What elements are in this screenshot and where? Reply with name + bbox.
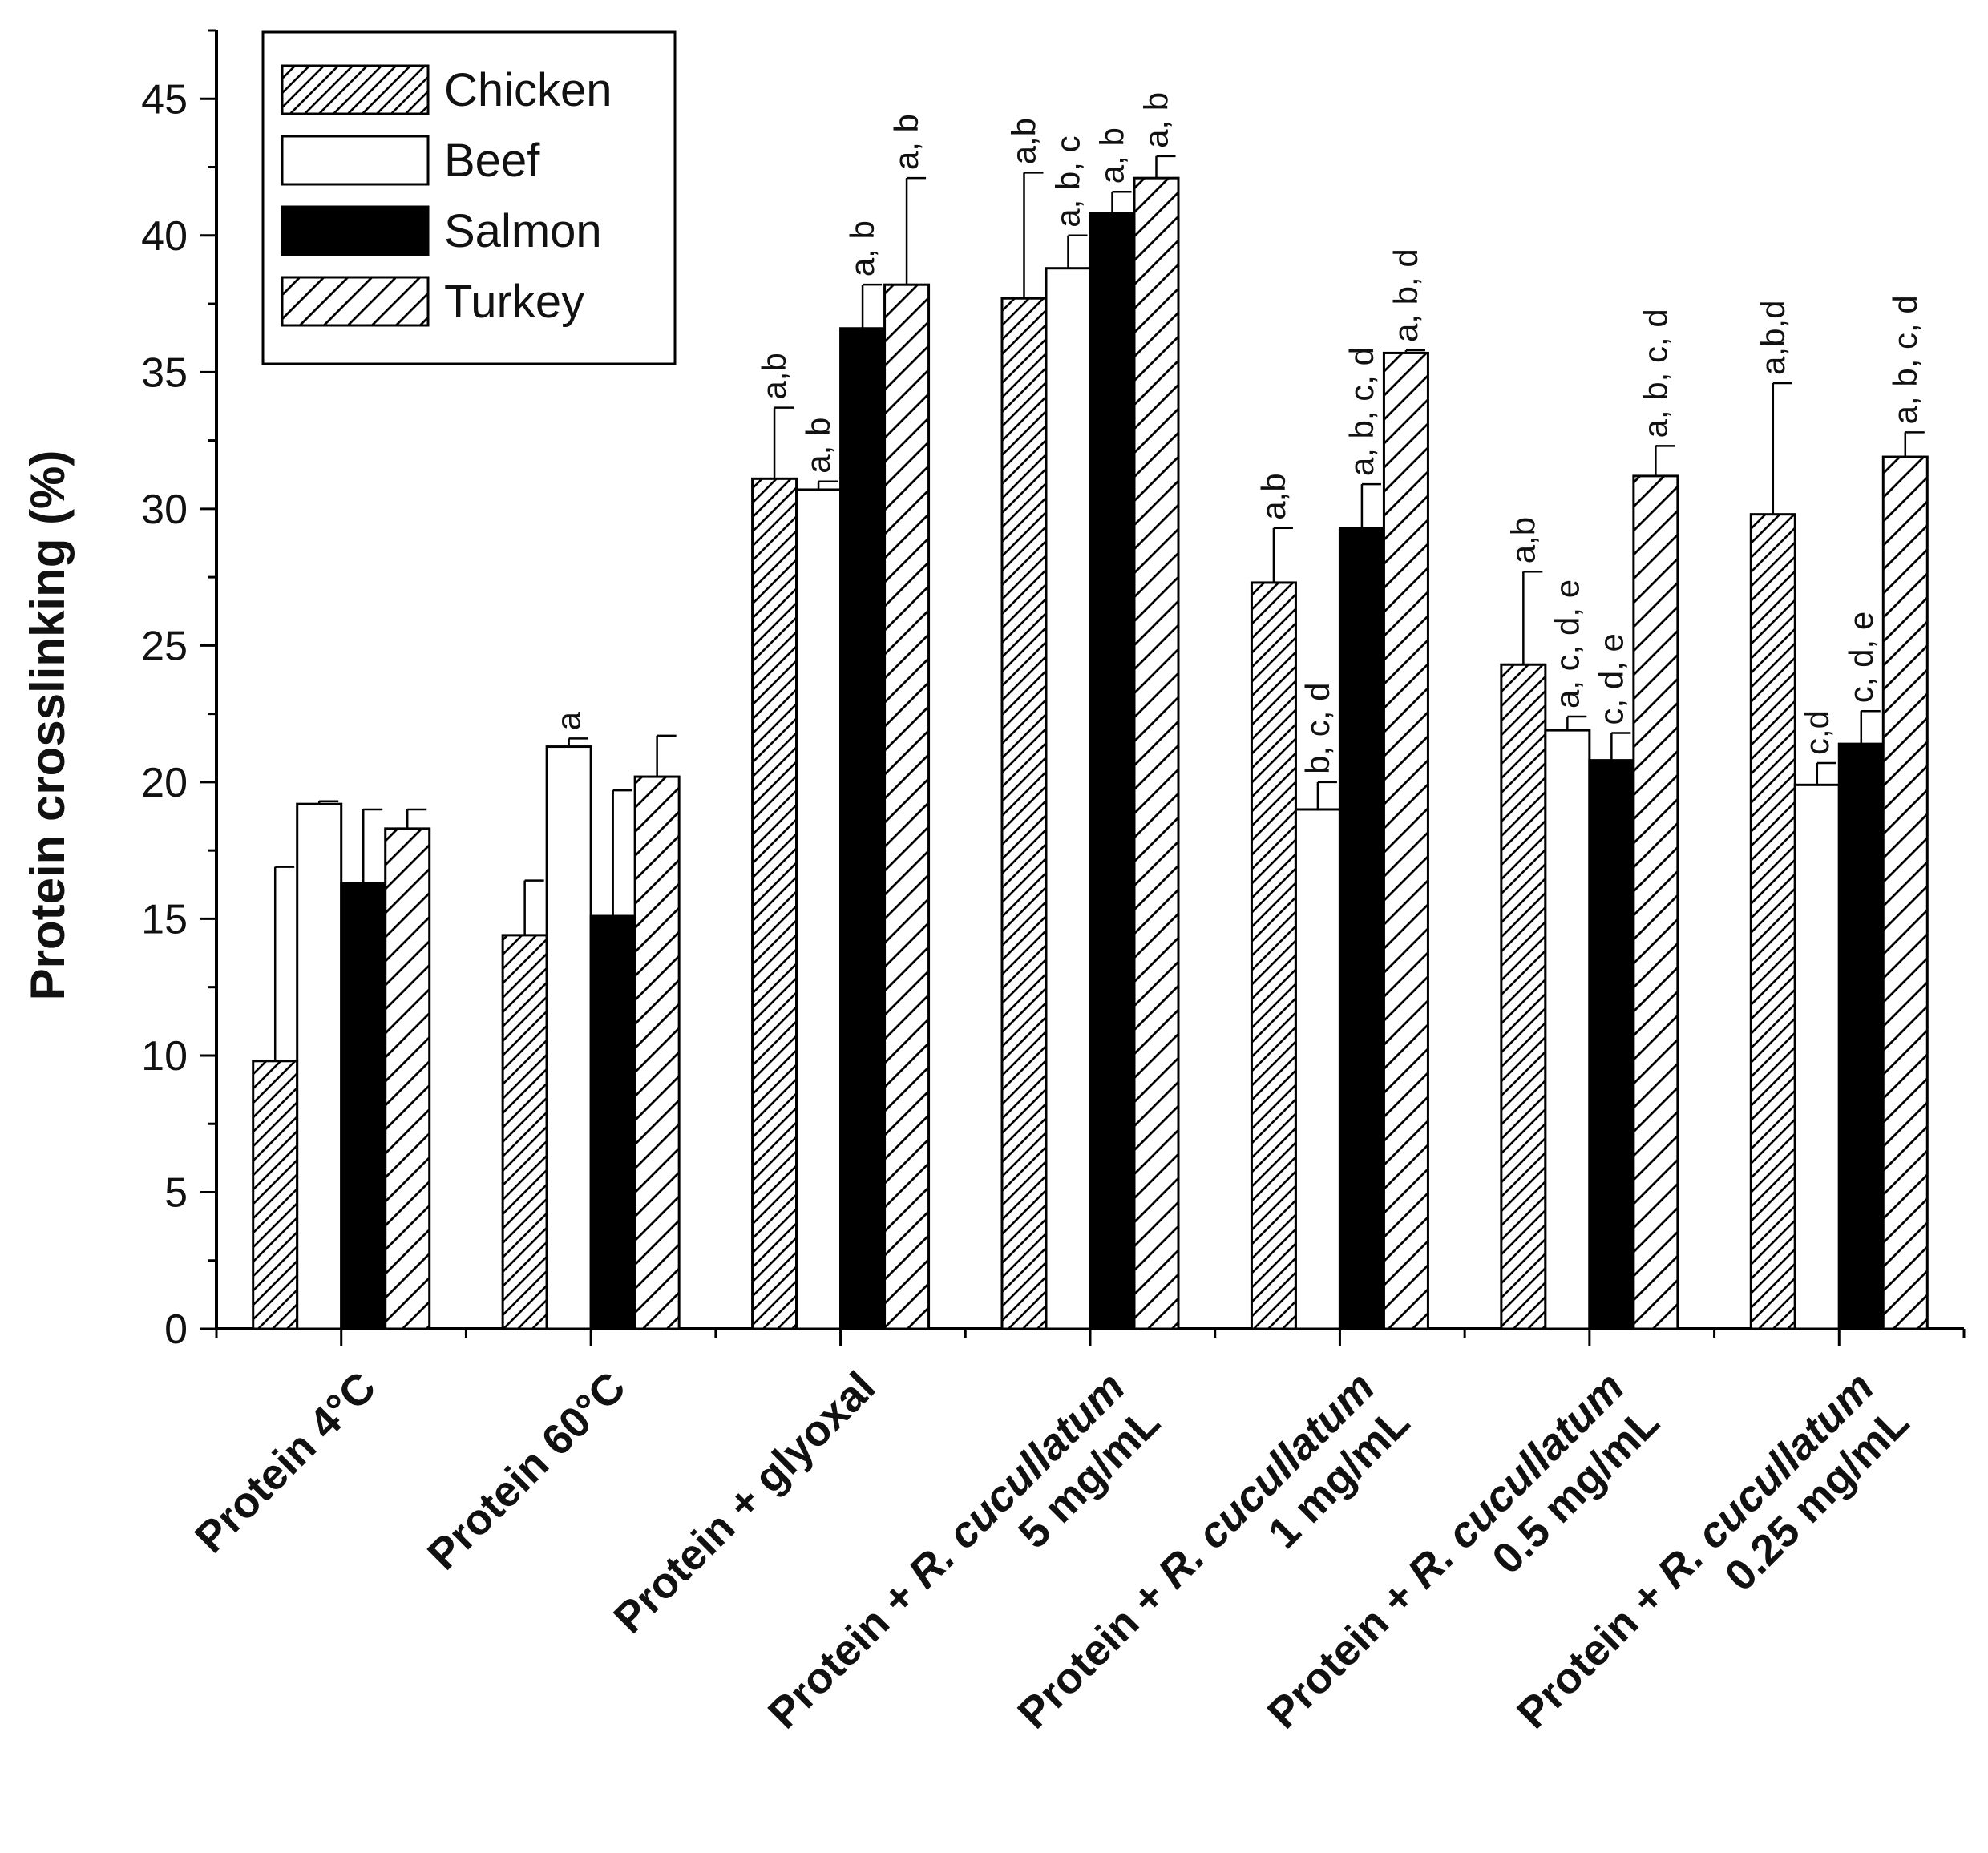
legend: Chicken Beef Salmon Turkey [261,30,677,365]
legend-label-salmon: Salmon [444,205,602,257]
y-tick-label: 10 [141,1033,188,1080]
significance-label: a, b, c [1049,135,1087,227]
x-tick-label-segment: Protein + [1259,1564,1432,1738]
significance-label: a, b [1093,127,1131,184]
bar-beef [1045,267,1092,1330]
bar-chicken [252,1060,299,1330]
bar-beef [795,488,842,1330]
significance-label: a, b [799,418,837,474]
significance-label: a, b, c, d [1636,309,1674,438]
bar-salmon [1837,742,1885,1330]
bar-chicken [1000,297,1048,1330]
significance-label: a,b [1005,118,1043,164]
y-tick-label: 40 [141,213,188,260]
significance-label: a, b, c, d [1886,295,1924,424]
bar-salmon [340,882,387,1330]
y-axis-label: Protein crosslinking (%) [21,450,75,1001]
bar-turkey [384,827,431,1330]
x-tick-label-line: Protein + glyoxal [604,1362,884,1642]
significance-label: b, c, d [1299,682,1336,773]
x-tick-label-line: Protein 60°C [418,1362,635,1579]
x-tick-label-segment: Protein + [759,1564,933,1738]
bar-salmon [1588,759,1635,1330]
bar-beef [1544,729,1591,1330]
significance-label: a,b,d [1754,301,1792,375]
significance-label: c, d, e [1592,633,1630,725]
bar-salmon [1089,212,1136,1330]
y-tick-label: 0 [164,1306,188,1353]
significance-label: a, b [1137,92,1175,148]
legend-swatch-turkey [281,276,430,327]
legend-swatch-chicken [281,64,430,115]
bar-beef [296,802,343,1330]
x-tick-label-segment: Protein + glyoxal [604,1362,884,1642]
legend-swatch-salmon [281,205,430,256]
plot-area: 0 5 10 15 20 25 30 35 40 45 Protein 4°C Protein 60°… [141,29,1966,1738]
legend-label-turkey: Turkey [444,276,584,328]
significance-label: c, d, e [1842,612,1880,703]
bar-beef [545,745,592,1330]
significance-label: a, b, d [1387,248,1424,342]
bar-turkey [1382,351,1429,1330]
bar-salmon [839,327,887,1330]
y-tick-label: 20 [141,760,188,806]
x-tick-label-segment: Protein + [1508,1564,1682,1738]
y-tick-label: 45 [141,76,188,123]
y-tick-label: 25 [141,623,188,669]
significance-label: c,d [1798,710,1836,755]
bar-chicken [1749,513,1796,1330]
bar-salmon [589,914,636,1330]
bar-turkey [883,283,931,1330]
legend-label-chicken: Chicken [444,64,612,116]
significance-label: a,b [755,353,793,399]
bar-turkey [1632,474,1679,1330]
significance-label: a,b [1255,473,1292,519]
x-tick-label-segment: Protein + [1008,1564,1182,1738]
bar-turkey [1133,176,1180,1330]
significance-label: a,b [1504,517,1542,563]
y-tick-label: 35 [141,349,188,396]
x-tick-label: Protein + glyoxal [604,1362,884,1642]
bar-beef [1793,783,1841,1330]
bar-turkey [1881,455,1929,1330]
significance-label: a, c, d, e [1548,579,1586,708]
significance-label: a, b, c, d [1343,347,1380,476]
x-tick-label: Protein 4°C [186,1362,386,1562]
x-tick-label-segment: Protein 60°C [418,1362,635,1579]
significance-label: a, b [887,114,925,170]
bar-chicken [1250,581,1297,1330]
bar-turkey [633,775,681,1330]
y-tick-label: 15 [141,896,188,943]
legend-swatch-beef [281,135,430,186]
x-tick-label-segment: Protein 4°C [186,1362,386,1562]
y-tick-label: 30 [141,486,188,533]
bar-salmon [1338,527,1385,1330]
x-tick-label: Protein 60°C [418,1362,635,1579]
y-tick-label: 5 [164,1169,188,1216]
bar-chicken [501,934,548,1330]
x-tick-label-line: Protein 4°C [186,1362,386,1562]
bar-chicken [751,477,798,1330]
bar-beef [1294,808,1341,1330]
legend-label-beef: Beef [444,135,540,187]
bar-chicken [1500,663,1547,1330]
significance-label: a [550,711,588,730]
significance-label: a, b [843,220,881,277]
